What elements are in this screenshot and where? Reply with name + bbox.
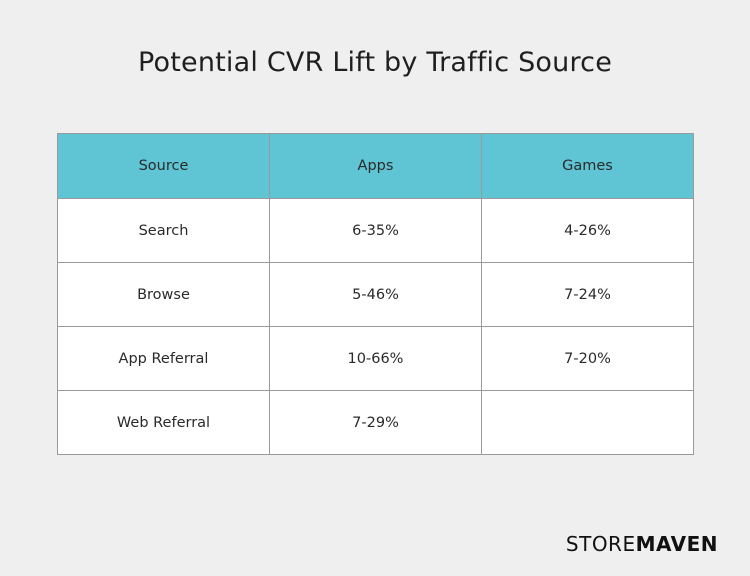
chart-title: Potential CVR Lift by Traffic Source — [137, 47, 613, 78]
cell-source: Browse — [57, 262, 270, 327]
logo-text-store: STORE — [565, 532, 636, 556]
table-row: Search 6-35% 4-26% — [57, 198, 694, 263]
cell-games: 7-24% — [481, 262, 694, 327]
cell-apps: 5-46% — [269, 262, 482, 327]
cell-apps: 6-35% — [269, 198, 482, 263]
cell-apps: 10-66% — [269, 326, 482, 391]
column-header-source: Source — [57, 133, 270, 199]
cvr-lift-table: Source Apps Games Search 6-35% 4-26% Bro… — [57, 133, 694, 455]
logo-text-maven: MAVEN — [635, 532, 718, 556]
cell-source: Search — [57, 198, 270, 263]
table-row: Browse 5-46% 7-24% — [57, 262, 694, 327]
table-row: Web Referral 7-29% — [57, 390, 694, 455]
cell-games: 7-20% — [481, 326, 694, 391]
cell-games — [481, 390, 694, 455]
cell-games: 4-26% — [481, 198, 694, 263]
column-header-apps: Apps — [269, 133, 482, 199]
storemaven-logo: STOREMAVEN — [566, 532, 718, 556]
table-header-row: Source Apps Games — [57, 133, 694, 199]
cell-source: App Referral — [57, 326, 270, 391]
column-header-games: Games — [481, 133, 694, 199]
cell-apps: 7-29% — [269, 390, 482, 455]
table-row: App Referral 10-66% 7-20% — [57, 326, 694, 391]
cell-source: Web Referral — [57, 390, 270, 455]
